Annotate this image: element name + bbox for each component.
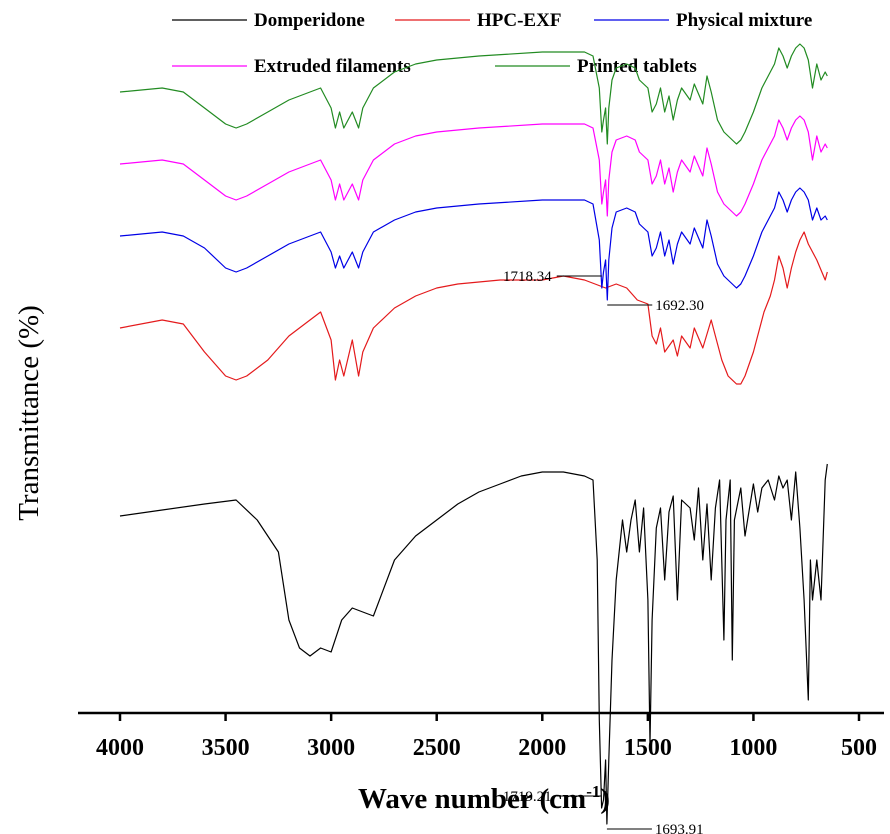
annotations-group: 1718.34 1692.30 1719.21 1693.91 (503, 269, 704, 834)
x-axis-title-close: ) (600, 783, 610, 815)
legend-label-hpc-exf: HPC-EXF (477, 10, 561, 31)
x-tick-label-4000: 4000 (96, 735, 144, 761)
annotation-label-1692-30: 1692.30 (655, 298, 704, 314)
x-axis-title: Wave number (cm-1) (358, 782, 610, 815)
series-line-physical-mixture (119, 187, 828, 301)
x-tick-label-500: 500 (841, 735, 877, 761)
x-axis-title-main: Wave number (cm (358, 783, 586, 815)
x-tick-label-2500: 2500 (413, 735, 461, 761)
x-tick-label-2000: 2000 (518, 735, 566, 761)
x-axis: 4000 3500 3000 2500 2000 1500 1000 500 (78, 711, 884, 761)
x-tick-label-1000: 1000 (729, 735, 777, 761)
x-axis-title-sup: -1 (586, 782, 600, 801)
y-axis-title: Transmittance (%) (13, 305, 45, 521)
x-tick-label-3000: 3000 (307, 735, 355, 761)
legend-label-domperidone: Domperidone (254, 10, 365, 31)
series-line-printed-tablets (119, 43, 828, 145)
annotation-label-1718-34: 1718.34 (503, 269, 552, 285)
legend: Domperidone HPC-EXF Physical mixture Extrud… (172, 10, 812, 77)
legend-label-physical-mixture: Physical mixture (676, 10, 812, 31)
series-group (119, 43, 828, 825)
legend-label-extruded-filaments: Extruded filaments (254, 56, 411, 77)
series-line-hpc-exf (119, 231, 828, 385)
annotation-label-1693-91: 1693.91 (655, 822, 704, 834)
x-tick-label-3500: 3500 (202, 735, 250, 761)
annotation-label-1719-21: 1719.21 (503, 789, 552, 805)
x-tick-label-1500: 1500 (624, 735, 672, 761)
legend-label-printed-tablets: Printed tablets (577, 56, 697, 77)
series-line-extruded-filaments (119, 115, 828, 217)
series-line-domperidone (119, 463, 828, 825)
